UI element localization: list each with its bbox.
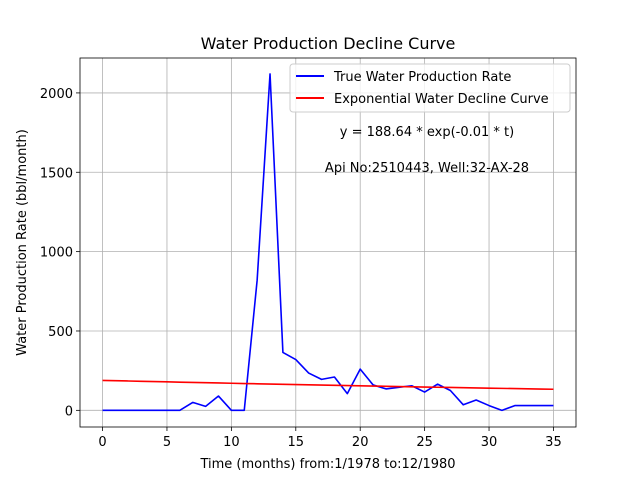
x-tick-label: 25 [416, 435, 433, 450]
series-line-true-rate [102, 73, 554, 412]
x-tick-label: 30 [481, 435, 498, 450]
x-tick-label: 0 [98, 435, 106, 450]
x-tick-label: 35 [545, 435, 562, 450]
legend-label-decline-curve: Exponential Water Decline Curve [334, 92, 549, 107]
legend-label-true-rate: True Water Production Rate [333, 70, 511, 85]
y-tick-label: 1000 [40, 246, 73, 261]
axes-frame [79, 57, 577, 428]
legend: True Water Production Rate Exponential W… [289, 63, 571, 113]
x-axis-ticks: 0 5 10 15 20 25 30 35 [98, 427, 562, 450]
y-tick-label: 2000 [40, 87, 73, 102]
equation-annotation: y = 188.64 * exp(-0.01 * t) [340, 125, 514, 140]
well-annotation: Api No:2510443, Well:32-AX-28 [325, 161, 529, 176]
series-layer [102, 73, 554, 412]
x-axis-label: Time (months) from:1/1978 to:12/1980 [199, 457, 455, 472]
x-tick-label: 20 [352, 435, 369, 450]
x-tick-label: 10 [223, 435, 240, 450]
y-tick-label: 500 [48, 325, 73, 340]
x-tick-label: 5 [163, 435, 171, 450]
x-tick-label: 15 [288, 435, 305, 450]
grid [80, 58, 576, 427]
legend-box [289, 63, 571, 113]
y-tick-label: 0 [65, 404, 73, 419]
series-line-decline-curve [102, 379, 554, 391]
y-axis-ticks: 0 500 1000 1500 2000 [40, 87, 80, 419]
y-tick-label: 1500 [40, 166, 73, 181]
y-axis-label: Water Production Rate (bbl/month) [15, 129, 30, 356]
chart-title: Water Production Decline Curve [201, 34, 456, 53]
